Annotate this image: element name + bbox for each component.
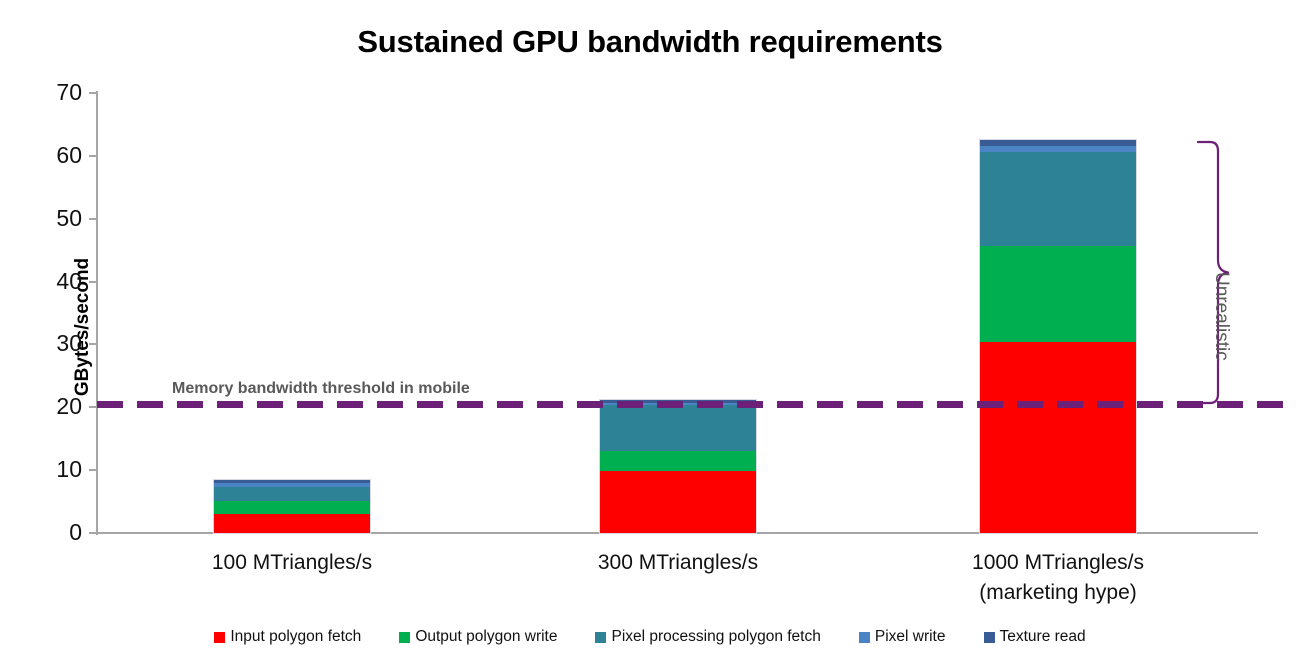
- legend-swatch-icon: [983, 631, 995, 643]
- y-tick-mark: [89, 469, 97, 472]
- bar-stack[interactable]: [213, 479, 371, 534]
- y-tick-label: 60: [56, 141, 82, 168]
- bar-segment[interactable]: [980, 341, 1136, 533]
- y-tick-label: 10: [56, 456, 82, 483]
- legend-label: Input polygon fetch: [230, 628, 362, 645]
- bar-segment[interactable]: [214, 480, 370, 484]
- y-tick-mark: [89, 343, 97, 346]
- legend-item[interactable]: Input polygon fetch: [214, 628, 361, 646]
- y-tick-label: 40: [56, 267, 82, 294]
- bar-group[interactable]: [979, 93, 1137, 534]
- bar-segment[interactable]: [214, 500, 370, 515]
- y-axis-line: [96, 91, 98, 535]
- unrealistic-brace-icon: [1196, 140, 1230, 405]
- y-tick-label: 30: [56, 330, 82, 357]
- bar-segment[interactable]: [980, 146, 1136, 153]
- legend-swatch-icon: [214, 631, 226, 643]
- x-axis-category-label: 1000 MTriangles/s (marketing hype): [972, 551, 1144, 604]
- legend-item[interactable]: Pixel write: [858, 628, 946, 646]
- legend-label: Texture read: [999, 628, 1086, 645]
- memory-bandwidth-threshold-line: [97, 401, 1292, 408]
- bar-segment[interactable]: [600, 404, 756, 452]
- legend-item[interactable]: Output polygon write: [399, 628, 557, 646]
- bar-segment[interactable]: [214, 487, 370, 501]
- memory-bandwidth-threshold-label: Memory bandwidth threshold in mobile: [172, 380, 470, 397]
- bar-segment[interactable]: [214, 483, 370, 488]
- plot-area: [97, 93, 1258, 534]
- bar-stack[interactable]: [979, 139, 1137, 534]
- legend-item[interactable]: Pixel processing polygon fetch: [595, 628, 821, 646]
- y-tick-mark: [89, 280, 97, 283]
- brace-svg: [1196, 140, 1230, 405]
- y-tick-mark: [89, 154, 97, 157]
- y-tick-label: 70: [56, 79, 82, 105]
- y-tick-mark: [89, 217, 97, 220]
- x-axis-category-label: 300 MTriangles/s: [597, 551, 759, 574]
- bar-group[interactable]: [599, 93, 757, 534]
- bar-segment[interactable]: [214, 514, 370, 533]
- y-tick-label: 50: [56, 204, 82, 231]
- bar-segment[interactable]: [600, 451, 756, 472]
- bar-stack[interactable]: [599, 399, 757, 534]
- chart-legend: Input polygon fetch Output polygon write P…: [0, 628, 1300, 646]
- page-title: Sustained GPU bandwidth requirements: [357, 24, 943, 59]
- legend-label: Pixel write: [874, 628, 946, 645]
- legend-swatch-icon: [595, 631, 607, 643]
- legend-label: Pixel processing polygon fetch: [611, 628, 821, 645]
- unrealistic-label: Unrealistic: [1211, 272, 1232, 361]
- bar-segment[interactable]: [980, 152, 1136, 246]
- x-axis-category-label: 100 MTriangles/s: [211, 551, 373, 574]
- legend-item[interactable]: Texture read: [983, 628, 1086, 646]
- legend-swatch-icon: [399, 631, 411, 643]
- y-tick-mark: [89, 92, 97, 94]
- legend-label: Output polygon write: [415, 628, 558, 645]
- bar-segment[interactable]: [980, 245, 1136, 342]
- y-tick-mark: [89, 406, 97, 409]
- bar-segment[interactable]: [600, 471, 756, 533]
- bar-segment[interactable]: [980, 140, 1136, 147]
- y-tick-label: 20: [56, 393, 82, 420]
- legend-swatch-icon: [858, 631, 870, 643]
- bar-group[interactable]: [213, 93, 371, 534]
- y-tick-mark: [89, 532, 97, 534]
- x-axis-line: [96, 532, 1258, 534]
- y-tick-label: 0: [69, 519, 82, 545]
